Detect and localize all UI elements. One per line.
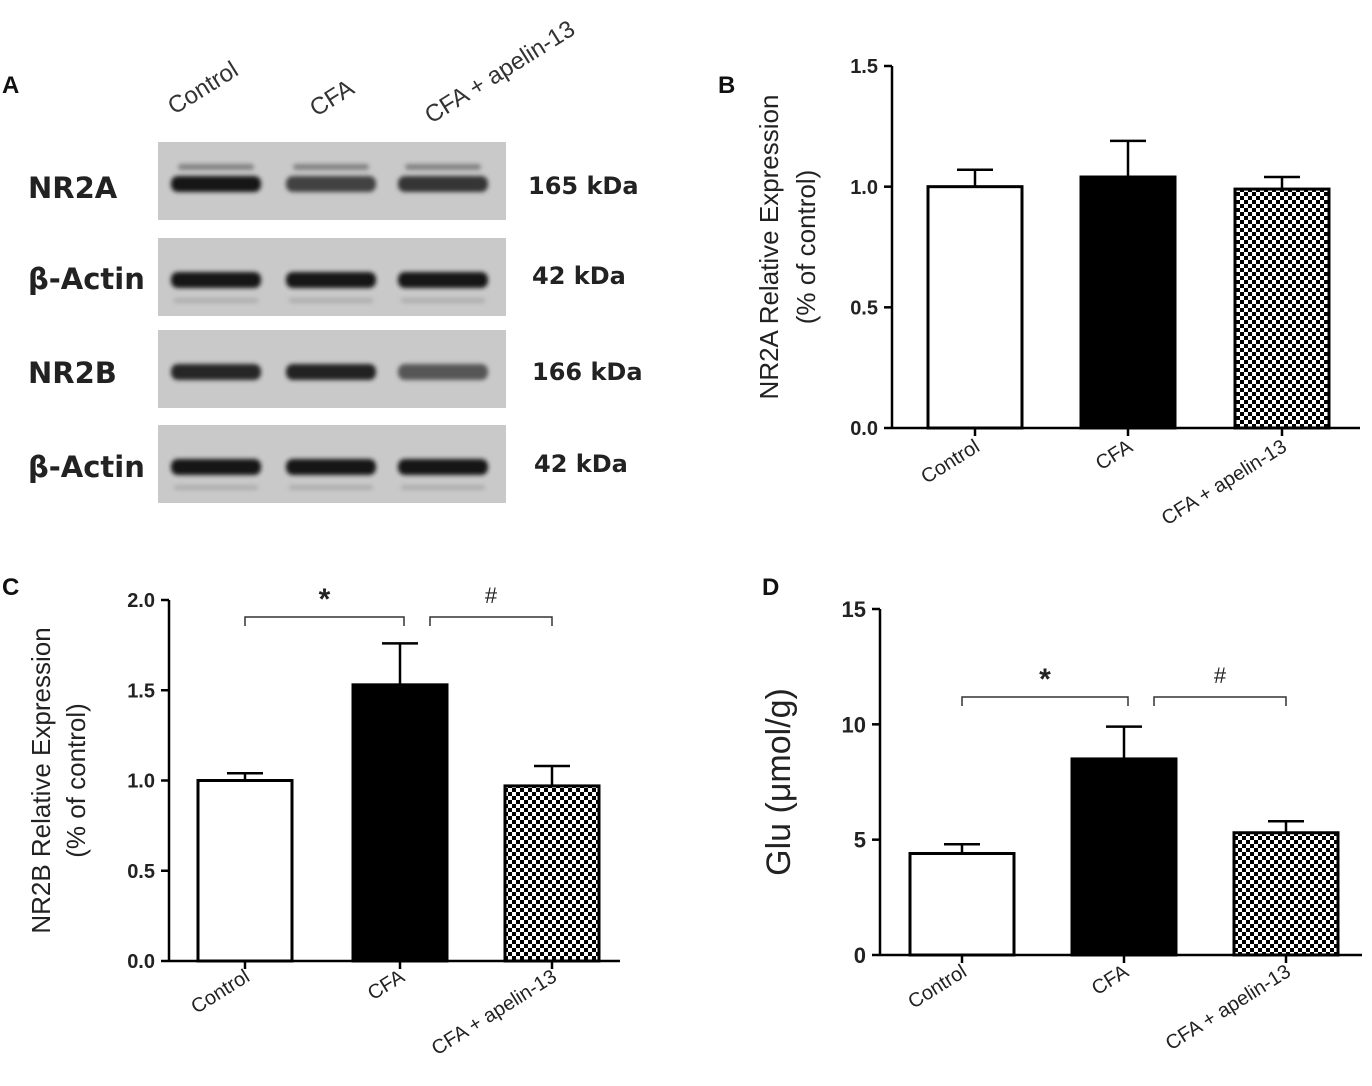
blot-actin-1	[158, 238, 506, 316]
significance-symbol: #	[1214, 663, 1227, 688]
y-tick-label: 1.0	[127, 771, 155, 793]
blot-band	[286, 459, 376, 475]
y-axis-label: Glu (μmol/g)	[760, 688, 798, 876]
lane-label-control: Control	[163, 56, 244, 121]
x-tick-label: CFA + apelin-13	[1158, 436, 1291, 530]
x-tick-label: CFA	[1088, 960, 1133, 1000]
significance-symbol: #	[485, 583, 498, 608]
blot-band-upper	[178, 164, 254, 170]
y-axis-label-secondary: (% of control)	[61, 703, 91, 858]
blot-band	[398, 364, 488, 380]
y-axis-label-secondary: (% of control)	[791, 170, 821, 325]
y-tick-label: 0.0	[850, 418, 878, 440]
blot-nr2b	[158, 330, 506, 408]
significance-bracket	[429, 616, 553, 626]
y-tick-label: 0	[854, 943, 866, 968]
kda-nr2b: 166 kDa	[532, 358, 643, 386]
significance-symbol: *	[319, 583, 331, 616]
y-tick-label: 0.5	[850, 298, 878, 320]
blot-band	[171, 459, 261, 475]
blot-band	[286, 272, 376, 288]
blot-band-upper	[293, 164, 369, 170]
blot-band-faint	[401, 298, 485, 303]
bar	[503, 784, 601, 963]
blot-label-actin-2: β-Actin	[28, 450, 145, 484]
bar	[351, 683, 449, 963]
y-tick-label: 1.0	[850, 177, 878, 199]
bar	[1079, 175, 1177, 430]
lane-label-cfa: CFA	[305, 74, 360, 123]
blot-band	[398, 459, 488, 475]
chart-panel-b: 0.0 0.5 1.0 1.5 NR2A Relative Expression (% o…	[754, 56, 1360, 530]
blot-band-faint	[289, 298, 373, 303]
y-tick-label: 10	[842, 712, 866, 737]
blot-band	[398, 176, 488, 192]
blot-actin-2	[158, 425, 506, 503]
x-tick-label: CFA	[1092, 435, 1137, 475]
y-tick-label: 0.5	[127, 861, 155, 883]
y-tick-label: 5	[854, 828, 866, 853]
panel-d-letter: D	[762, 574, 780, 601]
bar	[196, 779, 294, 963]
y-tick-label: 2.0	[127, 590, 155, 612]
significance-symbol: *	[1039, 663, 1051, 696]
x-tick-label: Control	[917, 436, 983, 489]
panel-a-letter: A	[2, 72, 20, 99]
blot-band	[398, 272, 488, 288]
kda-actin-1: 42 kDa	[532, 262, 626, 290]
panel-b-letter: B	[718, 72, 736, 99]
x-tick-label: CFA + apelin-13	[1162, 961, 1295, 1055]
y-tick-label: 15	[842, 597, 866, 622]
x-tick-label: Control	[904, 961, 970, 1014]
y-tick-label: 1.5	[850, 56, 878, 78]
y-tick-label: 1.5	[127, 680, 155, 702]
y-axis-label: NR2A Relative Expression	[754, 95, 784, 400]
lane-label-cfa-apelin: CFA + apelin-13	[420, 15, 580, 130]
blot-band-faint	[174, 485, 258, 490]
significance-bracket	[1153, 696, 1287, 706]
panel-c-letter: C	[2, 574, 20, 601]
x-tick-label: CFA + apelin-13	[428, 966, 561, 1060]
x-tick-label: Control	[187, 966, 253, 1019]
chart-panel-d: 0 5 10 15 Glu (μmol/g) Control CFA CFA + apelin…	[760, 597, 1362, 1055]
kda-nr2a: 165 kDa	[528, 172, 639, 200]
x-tick-label: CFA	[364, 965, 409, 1005]
blot-nr2a	[158, 142, 506, 220]
blot-label-nr2a: NR2A	[28, 171, 118, 205]
bar	[926, 185, 1024, 430]
blot-band-faint	[289, 485, 373, 490]
bar	[1232, 831, 1340, 957]
blot-label-nr2b: NR2B	[28, 356, 117, 390]
blot-band	[171, 272, 261, 288]
bar	[908, 852, 1016, 957]
blot-band	[171, 176, 261, 192]
chart-panel-c: 0.0 0.5 1.0 1.5 2.0 NR2B Relative Expression(…	[26, 583, 620, 1060]
blot-label-actin-1: β-Actin	[28, 262, 145, 296]
blot-band	[171, 364, 261, 380]
y-tick-label: 0.0	[127, 951, 155, 973]
blot-band	[286, 364, 376, 380]
blot-band	[286, 176, 376, 192]
significance-bracket	[961, 696, 1129, 706]
bar	[1070, 757, 1178, 957]
y-axis-label: NR2B Relative Expression	[26, 627, 56, 933]
blot-band-faint	[174, 298, 258, 303]
significance-bracket	[244, 616, 405, 626]
blot-band-upper	[405, 164, 481, 170]
bar	[1233, 187, 1331, 430]
kda-actin-2: 42 kDa	[534, 450, 628, 478]
blot-band-faint	[401, 485, 485, 490]
